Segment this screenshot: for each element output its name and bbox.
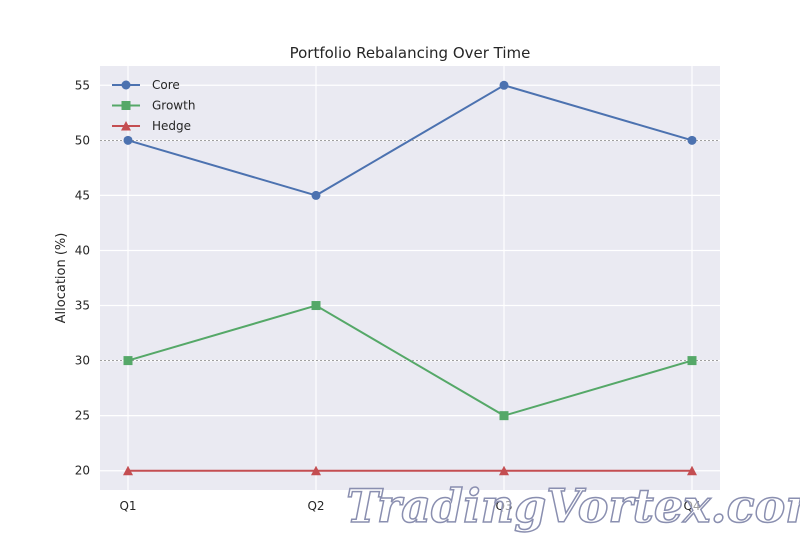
legend-item-hedge: Hedge [112, 119, 191, 133]
chart-title: Portfolio Rebalancing Over Time [290, 44, 531, 62]
x-tick-label: Q1 [119, 499, 136, 513]
y-tick-labels: 20 25 30 35 40 45 50 55 [75, 78, 90, 477]
data-point-core [499, 80, 509, 90]
series-hedge [123, 465, 697, 476]
plot-area [100, 66, 720, 490]
y-tick-label: 35 [75, 299, 90, 313]
y-tick-label: 50 [75, 133, 90, 147]
legend-label-hedge: Hedge [152, 119, 191, 133]
y-tick-label: 20 [75, 464, 90, 478]
x-tick-label: Q2 [307, 499, 324, 513]
series-line-core [127, 84, 693, 197]
y-axis-label: Allocation (%) [54, 233, 69, 324]
legend-item-growth: Growth [112, 99, 195, 113]
data-point-core [687, 135, 697, 145]
legend-label-core: Core [152, 78, 180, 92]
data-point-growth [311, 301, 321, 311]
series-core [123, 80, 697, 200]
watermark: TradingVortex.com [346, 479, 800, 533]
legend-marker-growth [121, 101, 131, 110]
legend-marker-core [121, 80, 131, 90]
x-tick-label: Q3 [495, 499, 512, 513]
y-tick-label: 25 [75, 409, 90, 423]
data-point-hedge [499, 465, 509, 476]
data-point-growth [123, 356, 133, 366]
series-group [123, 80, 697, 476]
y-tick-label: 40 [75, 243, 90, 257]
data-point-hedge [311, 465, 321, 476]
y-tick-label: 55 [75, 78, 90, 92]
y-tick-label: 45 [75, 188, 90, 202]
series-growth [123, 301, 697, 421]
data-point-core [123, 135, 133, 145]
y-tick-label: 30 [75, 354, 90, 368]
x-tick-labels: Q1 Q2 Q3 Q4 [119, 499, 700, 513]
legend: Core Growth Hedge [112, 78, 195, 133]
legend-marker-hedge [121, 121, 131, 131]
x-tick-label: Q4 [683, 499, 700, 513]
data-point-growth [687, 356, 697, 366]
legend-label-growth: Growth [152, 99, 195, 113]
data-point-growth [499, 411, 509, 421]
data-point-hedge [123, 465, 133, 476]
legend-item-core: Core [112, 78, 180, 92]
data-point-core [311, 190, 321, 200]
data-point-hedge [687, 465, 697, 476]
series-line-growth [127, 304, 693, 417]
